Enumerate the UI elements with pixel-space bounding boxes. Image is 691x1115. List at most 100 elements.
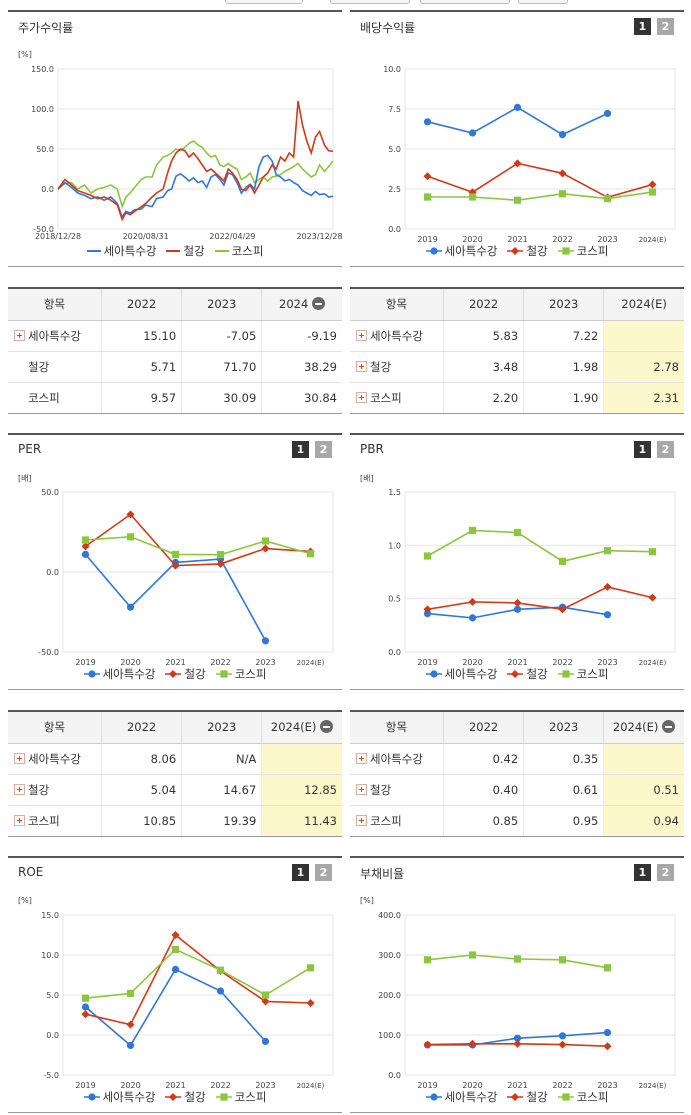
legend-item[interactable]: 세아특수강 [425,243,497,259]
row-name-cell: 세아특수강 [8,320,102,352]
y-tick-label: 0.0 [46,1031,59,1040]
collapse-icon[interactable] [312,297,326,311]
table-row: 세아특수강 15.10 -7.05 -9.19 [8,320,342,352]
expand-plus-icon[interactable] [356,783,367,795]
legend-swatch [425,247,442,255]
column-header-label: 2023 [549,297,579,312]
legend-item[interactable]: 코스피 [557,666,608,682]
page-2-button[interactable]: 2 [657,441,674,458]
table-pbr: 항목 2022 2023 2024(E) 세아특수강 0.42 0.35 철강 0.40 0.61… [350,710,684,837]
expand-plus-icon[interactable] [356,391,367,403]
page-1-button[interactable]: 1 [634,864,651,881]
page-1-button[interactable]: 1 [292,864,309,881]
legend-item[interactable]: 코스피 [557,1089,608,1105]
expand-plus-icon[interactable] [356,360,367,372]
value-cell: 14.67 [181,774,262,806]
legend-label: 철강 [526,1090,548,1104]
row-name: 세아특수강 [370,751,423,766]
data-point [126,1041,135,1049]
data-point [558,557,567,565]
legend-item[interactable]: 세아특수강 [83,1089,155,1105]
legend-item[interactable]: 철강 [507,1089,548,1105]
series-line [57,154,334,219]
data-point [423,118,432,126]
column-header-label: 2023 [207,297,237,312]
expand-plus-icon[interactable] [14,814,25,826]
expand-plus-icon[interactable] [356,752,367,764]
panel-title: 주가수익률 [18,21,74,35]
legend-item[interactable]: 철강 [166,243,205,259]
data-point [603,547,612,555]
toolbar-button[interactable] [420,0,510,4]
legend-swatch [166,250,181,252]
value-cell: 30.09 [181,382,262,413]
page-1-button[interactable]: 1 [292,441,309,458]
page-2-button[interactable]: 2 [657,18,674,35]
expand-plus-icon[interactable] [14,329,25,341]
legend-item[interactable]: 철강 [507,666,548,682]
collapse-icon[interactable] [320,720,334,734]
data-point [261,544,270,553]
y-tick-label: 15.0 [41,911,59,920]
page-2-button[interactable]: 2 [315,864,332,881]
legend-item[interactable]: 철강 [507,243,548,259]
data-point [558,131,567,139]
legend-swatch [557,1093,574,1101]
chart-legend: 세아특수강 철강 코스피 [8,666,342,682]
legend-item[interactable]: 코스피 [215,1089,266,1105]
legend-item[interactable]: 세아특수강 [83,666,155,682]
series-line [427,586,653,611]
chart-pager: 1 2 [292,864,332,881]
page-1-button[interactable]: 1 [634,18,651,35]
expand-plus-icon[interactable] [14,752,25,764]
legend-item[interactable]: 세아특수강 [425,666,497,682]
expand-plus-icon[interactable] [356,814,367,826]
legend-item[interactable]: 철강 [165,1089,206,1105]
page-2-button[interactable]: 2 [657,864,674,881]
data-point [423,1040,432,1049]
legend-marker [169,1093,178,1101]
column-header: 2024 [261,289,342,321]
legend-marker [562,670,570,678]
data-point [468,597,477,606]
y-tick-label: -50.0 [33,225,54,234]
row-name-cell: 철강 [350,774,444,806]
table-row: 코스피 0.85 0.95 0.94 [350,805,684,836]
expand-plus-icon[interactable] [14,783,25,795]
legend-item[interactable]: 코스피 [214,243,263,259]
toolbar-button[interactable] [518,0,568,4]
legend-item[interactable]: 철강 [165,666,206,682]
legend-swatch [507,670,524,678]
legend-swatch [215,670,232,678]
legend-item[interactable]: 세아특수강 [425,1089,497,1105]
page-2-button[interactable]: 2 [315,441,332,458]
y-tick-label: 50.0 [36,145,54,154]
x-tick-label: 2020 [120,658,140,667]
column-header-label: 항목 [43,720,66,735]
value-cell: 0.40 [443,774,524,806]
collapse-icon[interactable] [662,720,676,734]
chart-pager: 1 2 [634,18,674,35]
value-cell: 38.29 [261,351,342,383]
data-point [423,552,432,560]
legend-swatch [214,250,229,252]
value-cell: -7.05 [181,320,262,352]
legend-item[interactable]: 코스피 [215,666,267,682]
legend-swatch [557,670,574,678]
column-header-label: 항목 [385,720,408,735]
legend-item[interactable]: 코스피 [557,243,608,259]
expand-plus-icon[interactable] [356,329,367,341]
data-point [126,989,135,997]
toolbar-button[interactable] [225,0,303,4]
row-name-cell: 철강 [8,351,102,383]
data-point [648,548,657,556]
x-tick-label: 2021 [507,235,527,244]
value-cell: 15.10 [101,320,182,352]
legend-label: 코스피 [234,667,267,681]
legend-item[interactable]: 세아특수강 [86,243,156,259]
toolbar-button[interactable] [330,0,410,4]
value-cell: 2.31 [603,382,684,413]
legend-swatch [165,1093,182,1101]
row-name-cell: 철강 [350,351,444,383]
page-1-button[interactable]: 1 [634,441,651,458]
